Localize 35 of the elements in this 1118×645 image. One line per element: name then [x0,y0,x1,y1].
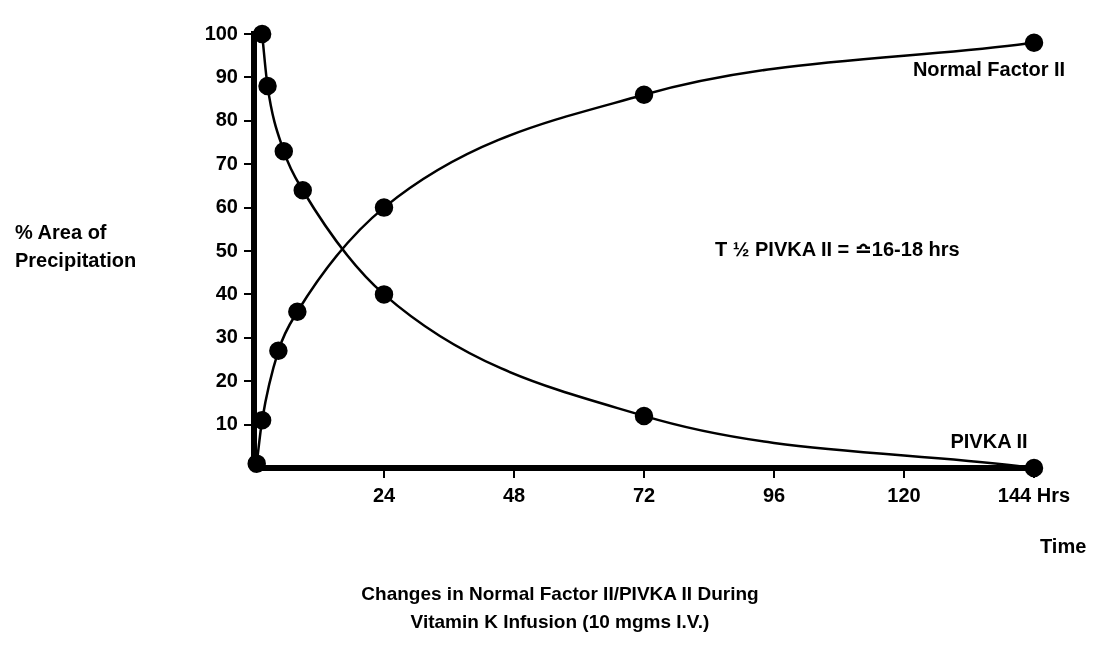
point [252,24,272,44]
y-tick-label: 100 [204,21,238,44]
y-tick-label: 50 [215,238,238,261]
x-tick-label: 24 [372,483,396,506]
y-tick-label: 90 [215,64,238,87]
point [247,454,266,473]
y-tick-label: 10 [215,412,238,435]
point [269,341,288,361]
y-tick-label: 70 [215,151,238,174]
y-tick-label: 80 [215,108,238,131]
x-axis-title: Time [1040,534,1087,559]
point [293,180,312,200]
point [1024,458,1044,478]
point [274,141,294,161]
y-tick-label: 60 [215,195,238,218]
annotation: T ½ PIVKA II = ≏16-18 hrs [715,237,960,262]
point [258,76,277,96]
point [288,302,307,322]
point [634,406,654,426]
x-tick-label: 120 [887,483,921,506]
series-label: PIVKA II [950,429,1028,452]
y-tick-label: 40 [215,281,238,304]
x-tick-label: 48 [502,483,526,506]
point [374,198,394,217]
point [1024,33,1044,52]
point [634,85,654,105]
x-tick-label: 144 Hrs [997,483,1071,506]
x-tick-label: 96 [762,483,786,506]
point [374,285,394,304]
text: Changes in Normal Factor II/PIVKA II During Vitamin K Infusion (10 mgms I.V.) [360,582,760,634]
x-tick-label: 72 [632,483,656,506]
y-axis-title: % Area of Precipitation [15,220,138,273]
y-tick-label: 20 [215,368,238,391]
y-tick-label: 30 [215,325,238,348]
series-label: Normal Factor II [912,58,1066,81]
